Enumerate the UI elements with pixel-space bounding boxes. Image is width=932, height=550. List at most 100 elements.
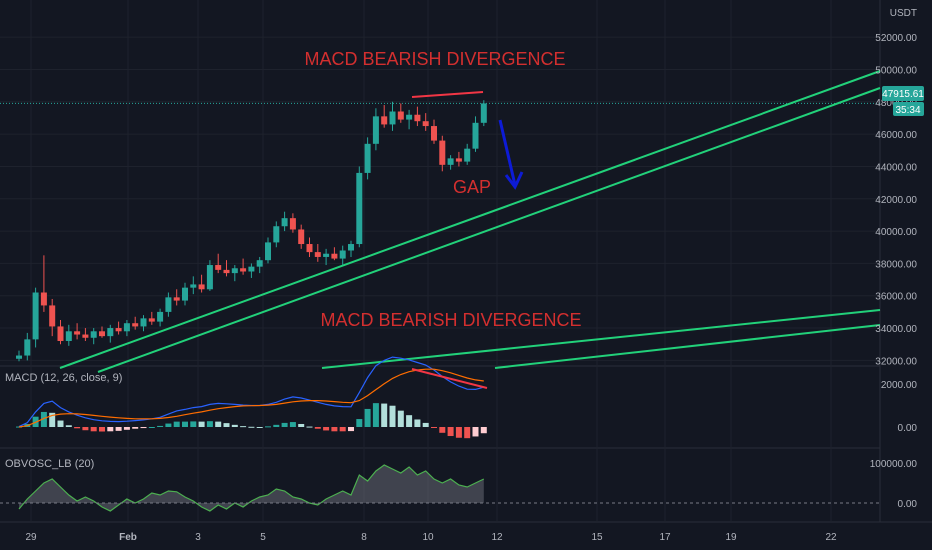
candle-body (314, 252, 321, 257)
candle-body (57, 326, 64, 341)
macd-histogram-bar (40, 411, 47, 427)
candle-body (240, 268, 247, 272)
macd-histogram-bar (455, 427, 462, 438)
candle-body (447, 158, 454, 165)
macd-histogram-bar (281, 422, 288, 427)
price-tick-label: 42000.00 (875, 195, 917, 206)
macd-histogram-bar (306, 426, 313, 428)
candle-body (331, 253, 338, 259)
time-tick-label: 12 (491, 532, 503, 543)
macd-histogram-bar (165, 423, 172, 427)
trendline-upper-main (59, 70, 881, 369)
macd-histogram-bar (16, 426, 22, 428)
price-axis[interactable]: 52000.0050000.0048000.0046000.0044000.00… (875, 33, 917, 367)
price-tick-label: 50000.00 (875, 65, 917, 76)
candle-body (49, 305, 56, 327)
candle-body (198, 284, 205, 290)
candle-body (173, 297, 180, 301)
candle-body (273, 226, 280, 243)
macd-line (18, 356, 484, 428)
price-tick-label: 38000.00 (875, 259, 917, 270)
candle-body (132, 323, 139, 327)
candle-body (464, 148, 471, 162)
macd-histogram-bar (198, 421, 205, 427)
candle-body (182, 287, 188, 301)
macd-histogram-bar (356, 419, 363, 427)
macd-histogram-bar (90, 427, 97, 432)
candle-body (289, 218, 296, 230)
macd-histogram-bar (447, 427, 454, 437)
macd-histogram-bar (107, 427, 114, 432)
macd-histogram-bar (65, 425, 72, 427)
divergence-line-macd (411, 368, 488, 389)
divergence-line-price (411, 91, 484, 98)
candle-body (323, 253, 330, 257)
macd-histogram-bar (464, 427, 471, 439)
current-price-tag (882, 86, 924, 101)
candle-body (356, 172, 363, 245)
candle-body (306, 244, 313, 253)
candle-body (298, 229, 305, 245)
time-tick-label: 29 (25, 532, 37, 543)
annotation-top: MACD BEARISH DIVERGENCE (304, 49, 565, 69)
candle-body (364, 143, 371, 173)
obv-pane-label[interactable]: OBVOSC_LB (20) (5, 458, 94, 470)
candle-body (431, 126, 437, 141)
candle-body (82, 334, 89, 338)
candle-body (472, 122, 479, 149)
candle-body (480, 103, 487, 123)
candle-body (90, 331, 97, 338)
candle-body (256, 260, 263, 267)
macd-histogram-bar (381, 403, 388, 427)
macd-histogram-bar (132, 427, 139, 429)
candle-body (115, 328, 122, 332)
macd-histogram-bar (231, 424, 238, 427)
candle-body (348, 244, 354, 251)
macd-histogram-bar (348, 427, 354, 432)
annotation-bottom: MACD BEARISH DIVERGENCE (320, 310, 581, 330)
macd-histogram-bar (82, 427, 89, 431)
candle-body (439, 140, 446, 165)
countdown-tag (893, 102, 924, 116)
candle-body (381, 116, 388, 125)
macd-histogram-bar (49, 412, 56, 427)
annotation-gap: GAP (453, 177, 491, 197)
current-price-text: 47915.61 (882, 89, 924, 100)
macd-histogram-bar (123, 427, 130, 430)
candle-body (24, 339, 31, 356)
macd-histogram-bar (422, 422, 429, 427)
macd-histogram-bar (439, 427, 446, 433)
candle-body (389, 111, 396, 125)
macd-histogram-bar (265, 426, 271, 428)
candle-body (74, 331, 81, 335)
trendline-lower-low (494, 324, 881, 369)
candle-body (16, 355, 22, 359)
macd-histogram-bar (389, 405, 396, 427)
macd-histogram-bar (115, 427, 122, 431)
candle-body (99, 331, 105, 337)
candle-body (455, 158, 462, 162)
trend-lines (59, 70, 881, 373)
grid (0, 0, 932, 523)
candle-body (372, 116, 379, 144)
time-axis[interactable]: 29 Feb 3 5 8 10 12 15 17 19 22 (25, 532, 837, 543)
obv-pane: 100000.00 0.00 (0, 459, 917, 512)
macd-histogram-bar (157, 425, 164, 427)
macd-histogram-bar (397, 410, 404, 427)
candle-body (422, 121, 429, 127)
candle-body (223, 269, 230, 274)
candle-body (32, 292, 39, 340)
price-tick-label: 52000.00 (875, 33, 917, 44)
macd-pane-label[interactable]: MACD (12, 26, close, 9) (5, 372, 122, 384)
candle-body (148, 318, 155, 322)
macd-histogram-bar (314, 427, 321, 429)
candle-body (157, 311, 164, 322)
macd-histogram-bar (431, 427, 437, 428)
price-tick-label: 46000.00 (875, 130, 917, 141)
candle-body (65, 331, 72, 341)
candle-body (339, 250, 346, 259)
time-tick-label: 8 (361, 532, 367, 543)
macd-tick-label: 2000.00 (881, 380, 918, 391)
candle-body (140, 318, 147, 327)
time-tick-label: 19 (725, 532, 737, 543)
